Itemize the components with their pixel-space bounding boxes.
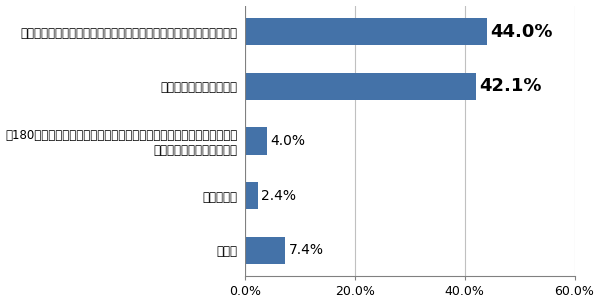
Text: 7.4%: 7.4% xyxy=(289,244,324,257)
Text: 4.0%: 4.0% xyxy=(270,134,305,148)
Bar xyxy=(245,73,476,100)
Bar xyxy=(245,18,487,45)
Bar xyxy=(245,127,267,155)
Text: 2.4%: 2.4% xyxy=(261,189,296,203)
Text: 44.0%: 44.0% xyxy=(490,22,553,40)
Text: 42.1%: 42.1% xyxy=(479,77,542,95)
Bar xyxy=(245,182,258,209)
Bar xyxy=(245,237,286,264)
